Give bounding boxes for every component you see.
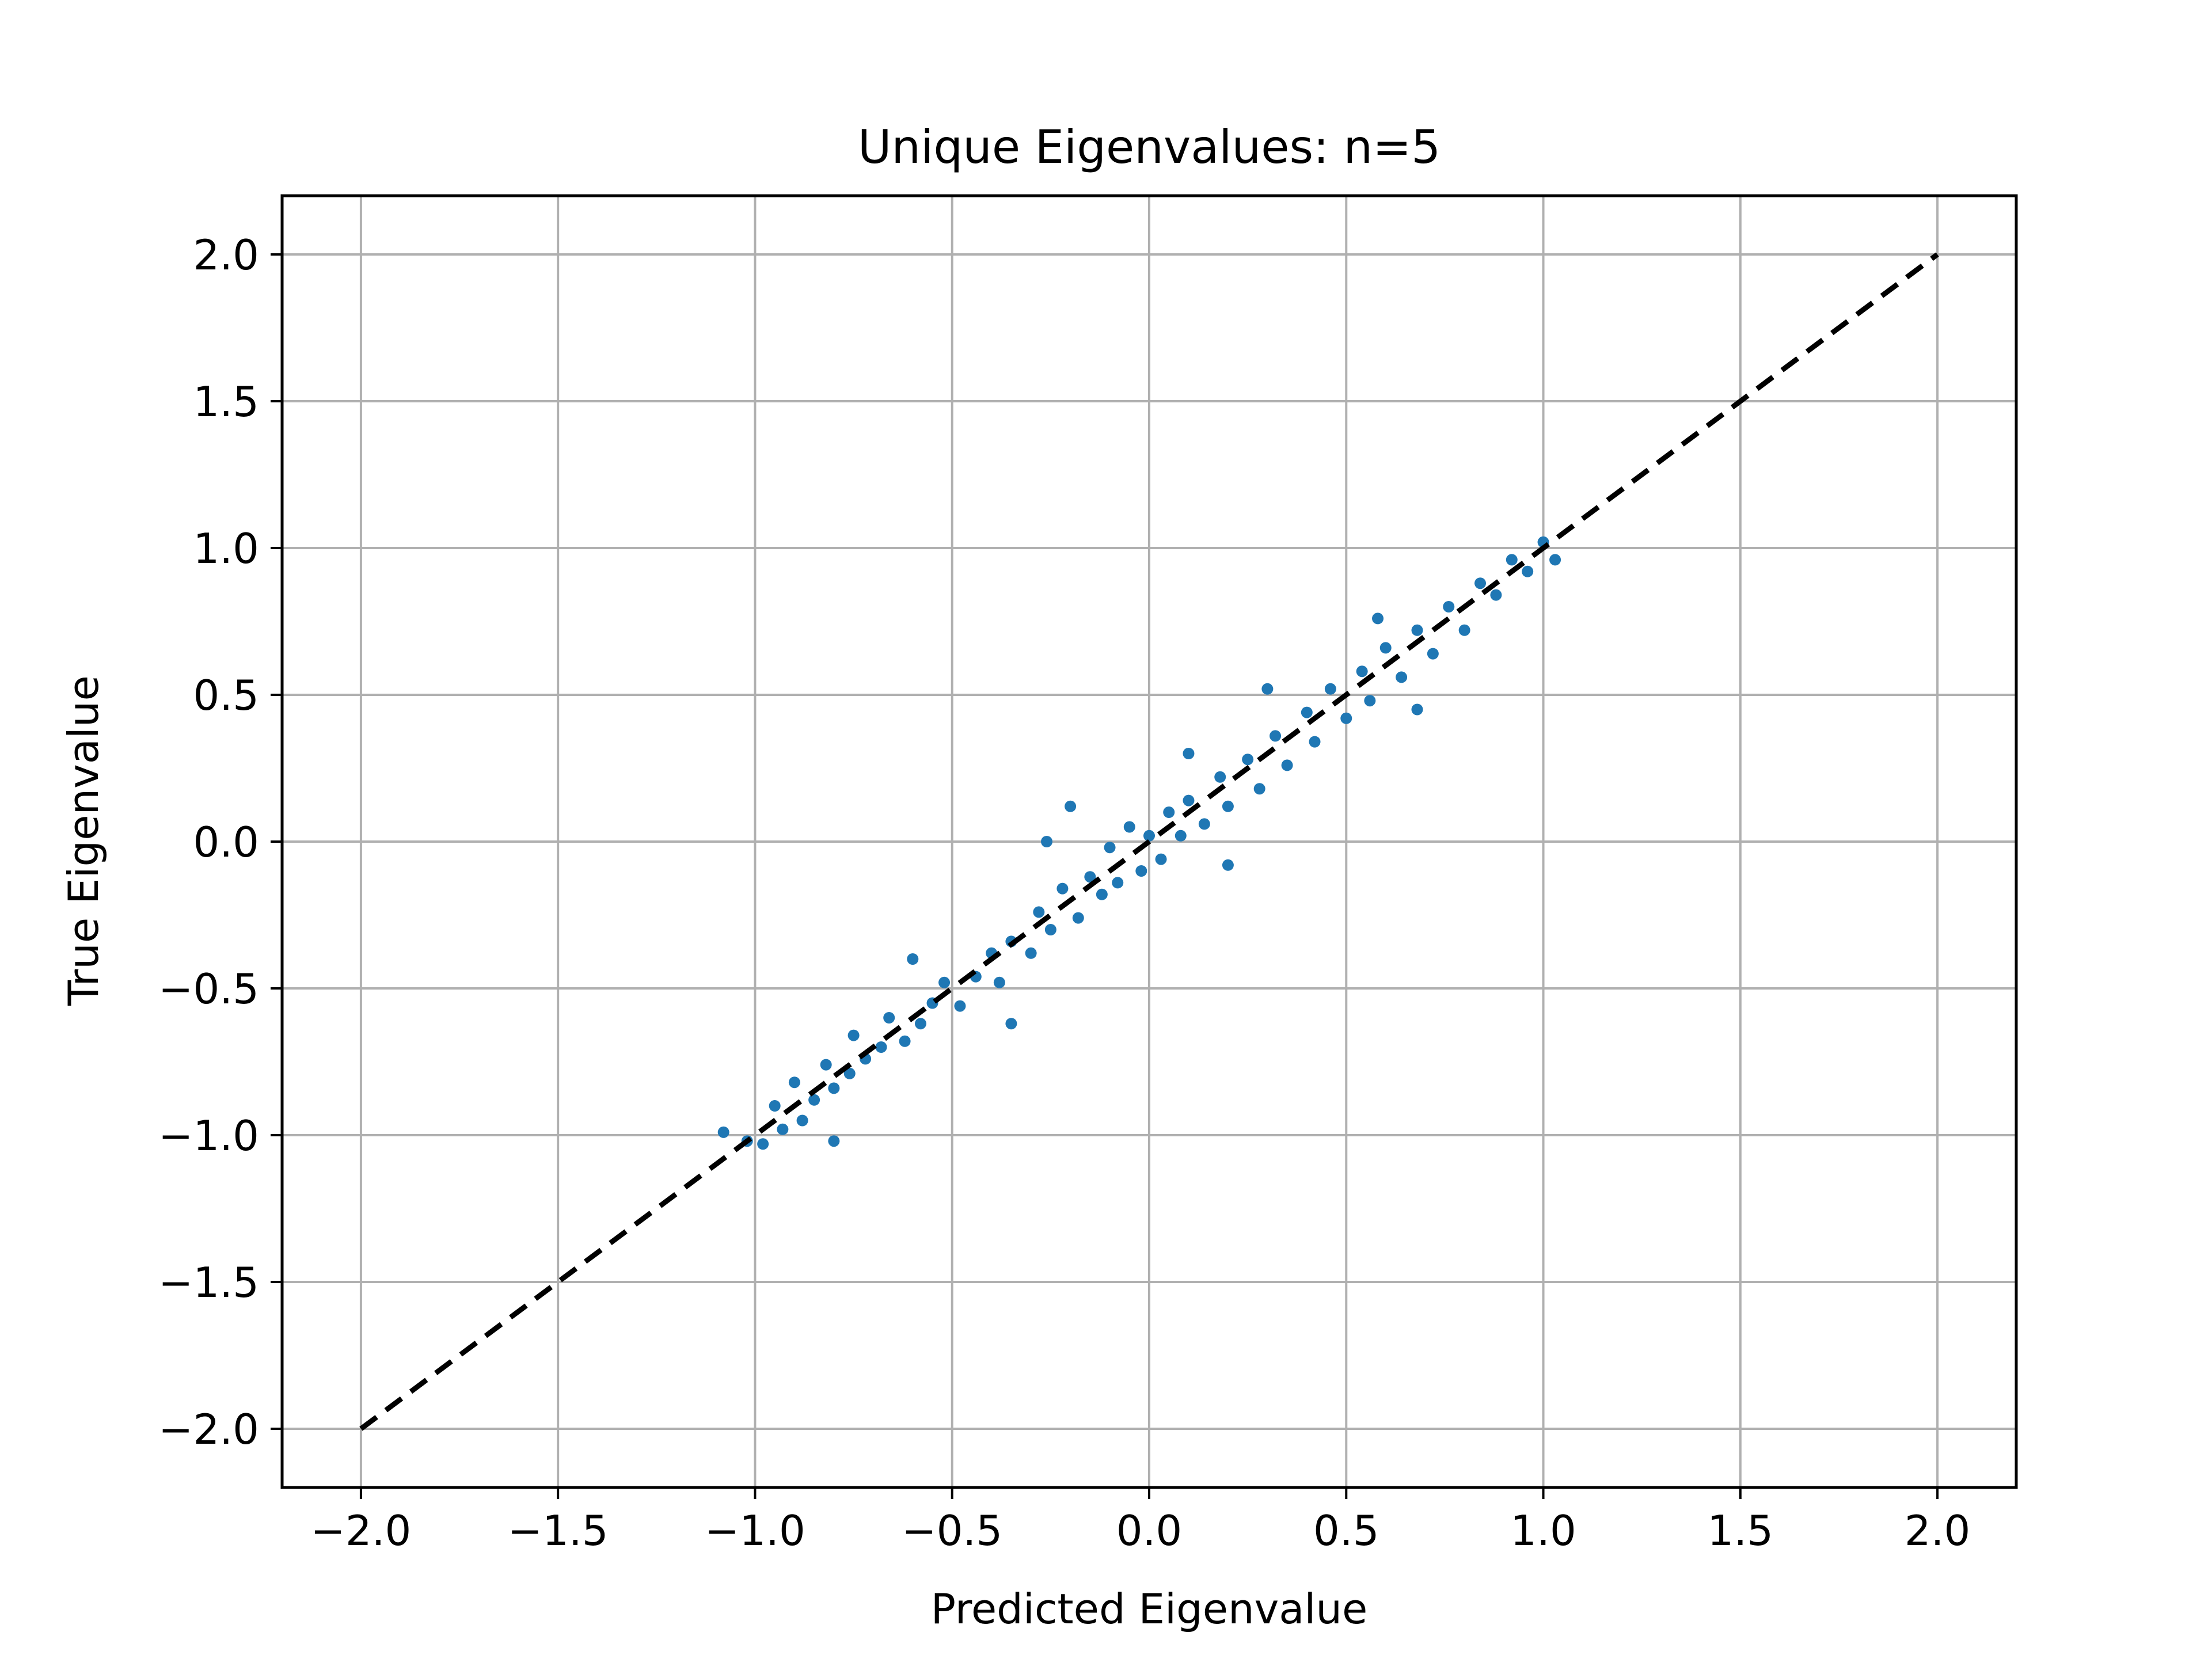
scatter-point bbox=[820, 1059, 832, 1071]
scatter-point bbox=[1033, 906, 1045, 918]
scatter-point bbox=[907, 953, 919, 965]
scatter-point bbox=[1458, 624, 1470, 636]
scatter-point bbox=[788, 1076, 800, 1089]
scatter-point bbox=[1443, 601, 1455, 612]
scatter-point bbox=[883, 1012, 895, 1024]
scatter-point bbox=[1056, 882, 1069, 895]
scatter-point bbox=[1427, 648, 1439, 660]
x-tick-label: 2.0 bbox=[1905, 1506, 1971, 1555]
x-tick-label: −2.0 bbox=[310, 1506, 411, 1555]
scatter-point bbox=[777, 1123, 789, 1135]
x-tick-label: 0.0 bbox=[1116, 1506, 1183, 1555]
scatter-point bbox=[1096, 888, 1108, 900]
scatter-point bbox=[828, 1082, 840, 1094]
x-axis-label: Predicted Eigenvalue bbox=[931, 1585, 1368, 1633]
scatter-point bbox=[914, 1018, 926, 1030]
scatter-point bbox=[899, 1035, 911, 1047]
x-tick-label: 1.0 bbox=[1510, 1506, 1576, 1555]
y-axis-ticks: −2.0 −1.5 −1.0 −0.5 0.0 0.5 1.0 1.5 2.0 bbox=[158, 231, 282, 1454]
scatter-point bbox=[1379, 642, 1392, 654]
scatter-point bbox=[1411, 703, 1423, 716]
scatter-point bbox=[1506, 554, 1518, 566]
scatter-point bbox=[1025, 947, 1037, 959]
x-axis-ticks: −2.0 −1.5 −1.0 −0.5 0.0 0.5 1.0 1.5 2.0 bbox=[310, 1487, 1970, 1555]
scatter-point bbox=[1044, 924, 1056, 935]
y-tick-label: 1.5 bbox=[193, 378, 259, 426]
x-tick-label: −1.5 bbox=[508, 1506, 609, 1555]
y-tick-label: −2.0 bbox=[158, 1405, 259, 1454]
scatter-point bbox=[757, 1138, 769, 1150]
scatter-point bbox=[1340, 712, 1352, 724]
reference-line bbox=[359, 252, 1939, 1431]
scatter-point bbox=[1041, 836, 1053, 847]
y-tick-label: 0.0 bbox=[193, 818, 259, 866]
scatter-point bbox=[843, 1067, 856, 1079]
scatter-point bbox=[1175, 830, 1187, 842]
scatter-point bbox=[1155, 853, 1167, 865]
scatter-point bbox=[828, 1135, 840, 1147]
scatter-point bbox=[1474, 577, 1487, 589]
scatter-point bbox=[1261, 683, 1274, 695]
scatter-point bbox=[769, 1100, 781, 1112]
scatter-point bbox=[1309, 736, 1321, 748]
y-tick-label: 0.5 bbox=[193, 671, 259, 720]
scatter-point bbox=[1183, 794, 1195, 806]
scatter-point bbox=[1281, 759, 1293, 771]
scatter-points bbox=[717, 536, 1561, 1150]
scatter-point bbox=[993, 976, 1005, 988]
scatter-point bbox=[1253, 783, 1265, 795]
scatter-point bbox=[1005, 1018, 1017, 1030]
scatter-point bbox=[1356, 665, 1368, 678]
scatter-point bbox=[1198, 818, 1210, 830]
scatter-point bbox=[847, 1029, 860, 1041]
y-axis-label: True Eigenvalue bbox=[59, 675, 108, 1006]
x-tick-label: 0.5 bbox=[1313, 1506, 1379, 1555]
scatter-point bbox=[1490, 589, 1502, 601]
scatter-point bbox=[1364, 695, 1376, 707]
scatter-point bbox=[1143, 830, 1155, 842]
x-tick-label: 1.5 bbox=[1708, 1506, 1774, 1555]
scatter-point bbox=[1522, 565, 1534, 577]
scatter-point bbox=[1084, 871, 1096, 883]
scatter-point bbox=[1242, 754, 1254, 766]
scatter-point bbox=[1270, 730, 1282, 742]
y-tick-label: −0.5 bbox=[158, 965, 259, 1013]
scatter-point bbox=[717, 1126, 729, 1138]
scatter-point bbox=[1549, 554, 1561, 566]
scatter-point bbox=[1222, 800, 1234, 812]
scatter-point bbox=[938, 976, 951, 988]
scatter-point bbox=[1112, 877, 1124, 889]
scatter-point bbox=[1301, 706, 1313, 718]
x-tick-label: −0.5 bbox=[902, 1506, 1002, 1555]
y-tick-label: 2.0 bbox=[193, 231, 259, 279]
scatter-point bbox=[1222, 859, 1234, 871]
scatter-point bbox=[808, 1094, 820, 1106]
scatter-point bbox=[1372, 612, 1384, 625]
y-tick-label: 1.0 bbox=[193, 524, 259, 573]
scatter-point bbox=[875, 1041, 887, 1053]
scatter-point bbox=[1411, 624, 1423, 636]
scatter-point bbox=[1214, 771, 1226, 783]
y-tick-label: −1.5 bbox=[158, 1258, 259, 1307]
scatter-point bbox=[1396, 671, 1408, 683]
scatter-point bbox=[1104, 842, 1116, 854]
scatter-point bbox=[1183, 748, 1195, 759]
scatter-point bbox=[1324, 683, 1336, 695]
scatter-point bbox=[1123, 821, 1135, 833]
scatter-point bbox=[796, 1114, 808, 1127]
scatter-point bbox=[1065, 800, 1077, 812]
scatter-point bbox=[1135, 865, 1147, 877]
scatter-point bbox=[1072, 912, 1084, 924]
chart-title: Unique Eigenvalues: n=5 bbox=[858, 120, 1441, 174]
scatter-point bbox=[954, 1000, 966, 1012]
x-tick-label: −1.0 bbox=[705, 1506, 805, 1555]
scatter-point bbox=[1163, 806, 1175, 818]
y-tick-label: −1.0 bbox=[158, 1112, 259, 1160]
